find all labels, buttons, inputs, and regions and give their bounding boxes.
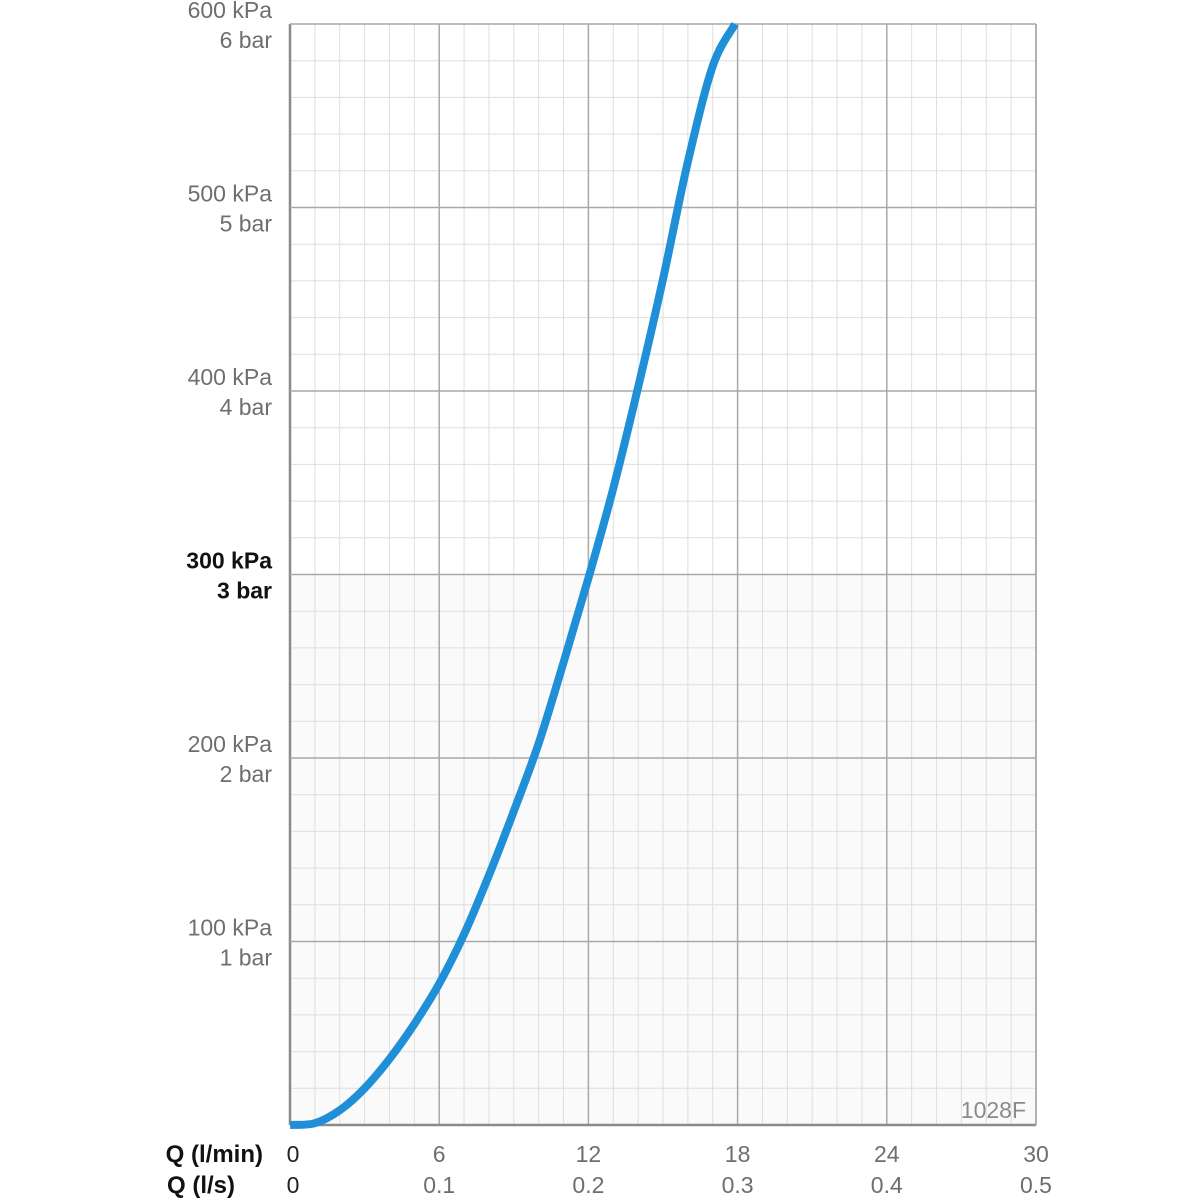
x-axis-title-lmin: Q (l/min) [166, 1141, 263, 1168]
y-tick-label-kpa: 400 kPa [188, 364, 273, 390]
y-tick-label-kpa: 200 kPa [188, 731, 273, 757]
series-line [289, 21, 739, 1129]
series-group [289, 21, 739, 1129]
x-tick-label-ls: 0.2 [572, 1172, 604, 1198]
y-tick-label-kpa: 300 kPa [186, 548, 272, 574]
y-tick-label-kpa: 500 kPa [188, 181, 273, 207]
x-tick-label-lmin: 6 [433, 1141, 446, 1167]
x-tick-label-ls: 0 [287, 1172, 300, 1198]
y-tick-label-bar: 6 bar [220, 27, 273, 53]
x-tick-label-ls: 0.5 [1020, 1172, 1052, 1198]
y-tick-label-bar: 2 bar [220, 761, 273, 787]
x-axis-labels: 0 6 12 18 24 30 0 0.1 0.2 0.3 0.4 0.5 [287, 1141, 1052, 1198]
y-tick-label-kpa: 600 kPa [188, 0, 273, 23]
x-tick-label-lmin: 12 [576, 1141, 602, 1167]
y-tick-label-bar: 5 bar [220, 211, 273, 237]
x-tick-label-ls: 0.4 [871, 1172, 903, 1198]
x-tick-label-lmin: 0 [287, 1141, 300, 1167]
x-tick-label-ls: 0.1 [423, 1172, 455, 1198]
y-tick-label-bar: 1 bar [220, 945, 273, 971]
y-tick-label-kpa: 100 kPa [188, 915, 273, 941]
y-tick-label-bar: 3 bar [217, 578, 272, 604]
chart-code-label: 1028F [961, 1097, 1026, 1123]
x-axis-title-ls: Q (l/s) [167, 1172, 235, 1199]
x-tick-label-lmin: 18 [725, 1141, 751, 1167]
x-tick-label-ls: 0.3 [722, 1172, 754, 1198]
y-axis-labels: 100 kPa 1 bar 200 kPa 2 bar 300 kPa 3 bar 400 … [186, 0, 272, 971]
y-tick-label-bar: 4 bar [220, 394, 273, 420]
x-tick-label-lmin: 30 [1023, 1141, 1049, 1167]
x-tick-label-lmin: 24 [874, 1141, 900, 1167]
